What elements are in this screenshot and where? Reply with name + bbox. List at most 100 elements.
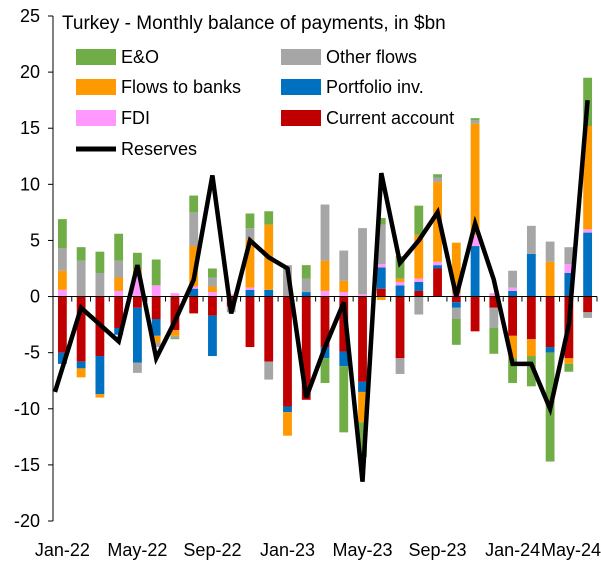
bar-e-o (264, 211, 274, 225)
legend-label: Portfolio inv. (326, 77, 424, 97)
bar-e-o (208, 268, 217, 278)
y-tick-label: 15 (20, 118, 40, 138)
x-tick-label: Jan-24 (485, 540, 540, 560)
bar-fdi (508, 287, 517, 291)
bar-other-flows (57, 248, 67, 271)
bar-other-flows (264, 361, 274, 380)
bar-e-o (57, 219, 67, 249)
bar-e-o (489, 327, 499, 354)
legend-item: Flows to banks (76, 77, 241, 97)
bar-current-account (133, 296, 142, 308)
bar-other-flows (339, 250, 349, 281)
bar-other-flows (376, 224, 386, 265)
bar-current-account (433, 268, 442, 297)
bar-flows-to-banks (339, 280, 349, 293)
bar-e-o (339, 366, 349, 433)
bar-e-o (95, 251, 105, 273)
bar-other-flows (395, 358, 405, 374)
bar-current-account (489, 296, 499, 308)
bar-other-flows (545, 241, 555, 262)
bar-flows-to-banks (245, 239, 255, 288)
bar-portfolio-inv- (133, 307, 142, 363)
y-axis: -20 -15 -10 -5 0 5 10 15 20 25 (14, 6, 54, 531)
legend-label: Other flows (326, 47, 417, 67)
bar-e-o (189, 195, 199, 213)
bar-e-o (320, 358, 330, 383)
bar-current-account (264, 296, 274, 362)
bar-flows-to-banks (376, 296, 386, 300)
bar-portfolio-inv- (395, 285, 405, 297)
bar-e-o (433, 174, 442, 178)
bar-flows-to-banks (76, 368, 86, 378)
bar-other-flows (358, 228, 367, 295)
y-tick-label: -10 (14, 399, 40, 419)
legend-item: E&O (76, 47, 159, 67)
bar-other-flows (583, 312, 593, 318)
x-tick-label: May-23 (333, 540, 393, 560)
bar-other-flows (170, 335, 180, 339)
bar-current-account (170, 296, 180, 331)
x-tick-label: May-24 (541, 540, 601, 560)
bar-portfolio-inv- (414, 281, 424, 291)
legend-item: Portfolio inv. (281, 77, 424, 97)
bar-other-flows (76, 260, 86, 297)
bar-other-flows (451, 307, 461, 319)
x-tick-label: Jan-23 (260, 540, 315, 560)
bar-e-o (508, 358, 517, 383)
y-tick-label: 20 (20, 62, 40, 82)
y-tick-label: 0 (30, 287, 40, 307)
bar-flows-to-banks (170, 330, 180, 336)
bar-e-o (470, 118, 480, 121)
bar-fdi (208, 292, 217, 297)
legend-item: Reserves (76, 139, 197, 159)
bar-e-o (151, 259, 161, 286)
y-tick-label: 10 (20, 174, 40, 194)
legend-swatch (281, 49, 321, 65)
bar-fdi (320, 290, 330, 297)
bar-portfolio-inv- (264, 289, 274, 297)
bar-current-account (395, 296, 405, 359)
bar-fdi (170, 293, 180, 297)
legend-swatch (281, 79, 321, 95)
legend-swatch (76, 79, 116, 95)
bar-fdi (358, 294, 367, 297)
legend-item: Current account (281, 108, 454, 128)
legend-item: FDI (76, 108, 150, 128)
bar-flows-to-banks (583, 125, 593, 230)
bar-current-account (301, 296, 311, 400)
bar-current-account (114, 296, 124, 328)
bar-fdi (189, 286, 199, 289)
bar-flows-to-banks (320, 260, 330, 291)
bar-flows-to-banks (414, 234, 424, 279)
bar-portfolio-inv- (76, 361, 86, 369)
bar-fdi (583, 229, 593, 233)
bar-fdi (226, 294, 236, 297)
bar-current-account (545, 296, 555, 348)
bar-fdi (395, 281, 405, 286)
bar-fdi (245, 287, 255, 290)
bar-current-account (376, 288, 386, 297)
x-axis: Jan-22 May-22 Sep-22 Jan-23 May-23 Sep-23 Jan-… (35, 296, 601, 560)
bar-flows-to-banks (470, 123, 480, 235)
bar-flows-to-banks (526, 339, 536, 357)
bar-current-account (339, 296, 349, 352)
bar-fdi (57, 289, 67, 297)
bar-other-flows (245, 228, 255, 240)
bar-current-account (57, 296, 67, 353)
bar-current-account (283, 296, 292, 407)
bar-other-flows (470, 120, 480, 124)
bar-portfolio-inv- (283, 406, 292, 413)
y-tick-label: -5 (24, 343, 40, 363)
x-tick-label: May-22 (107, 540, 167, 560)
legend-label: Flows to banks (121, 77, 241, 97)
bar-current-account (358, 296, 367, 382)
bar-portfolio-inv- (95, 356, 105, 395)
bar-e-o (564, 363, 574, 372)
bar-portfolio-inv- (583, 232, 593, 297)
legend-swatch (281, 110, 321, 126)
bar-e-o (376, 218, 386, 225)
bar-portfolio-inv- (189, 288, 199, 297)
bar-portfolio-inv- (433, 265, 442, 269)
bar-e-o (358, 422, 367, 458)
